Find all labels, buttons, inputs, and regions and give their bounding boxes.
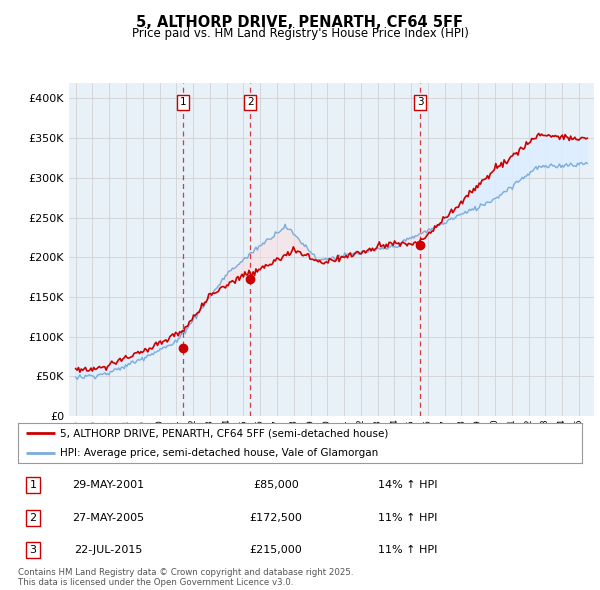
Text: 29-MAY-2001: 29-MAY-2001: [72, 480, 144, 490]
Text: £215,000: £215,000: [250, 545, 302, 555]
Text: £85,000: £85,000: [253, 480, 299, 490]
Text: 3: 3: [29, 545, 37, 555]
Text: 11% ↑ HPI: 11% ↑ HPI: [379, 513, 437, 523]
Text: 22-JUL-2015: 22-JUL-2015: [74, 545, 142, 555]
Text: 1: 1: [29, 480, 37, 490]
Text: 1: 1: [180, 97, 187, 107]
Text: Contains HM Land Registry data © Crown copyright and database right 2025.
This d: Contains HM Land Registry data © Crown c…: [18, 568, 353, 587]
Text: 11% ↑ HPI: 11% ↑ HPI: [379, 545, 437, 555]
Text: 2: 2: [247, 97, 253, 107]
Text: £172,500: £172,500: [250, 513, 302, 523]
Text: 5, ALTHORP DRIVE, PENARTH, CF64 5FF (semi-detached house): 5, ALTHORP DRIVE, PENARTH, CF64 5FF (sem…: [60, 428, 389, 438]
Text: HPI: Average price, semi-detached house, Vale of Glamorgan: HPI: Average price, semi-detached house,…: [60, 448, 379, 458]
Text: 5, ALTHORP DRIVE, PENARTH, CF64 5FF: 5, ALTHORP DRIVE, PENARTH, CF64 5FF: [137, 15, 464, 30]
Text: 27-MAY-2005: 27-MAY-2005: [72, 513, 144, 523]
Text: 2: 2: [29, 513, 37, 523]
Text: Price paid vs. HM Land Registry's House Price Index (HPI): Price paid vs. HM Land Registry's House …: [131, 27, 469, 40]
Text: 14% ↑ HPI: 14% ↑ HPI: [378, 480, 438, 490]
Text: 3: 3: [417, 97, 424, 107]
